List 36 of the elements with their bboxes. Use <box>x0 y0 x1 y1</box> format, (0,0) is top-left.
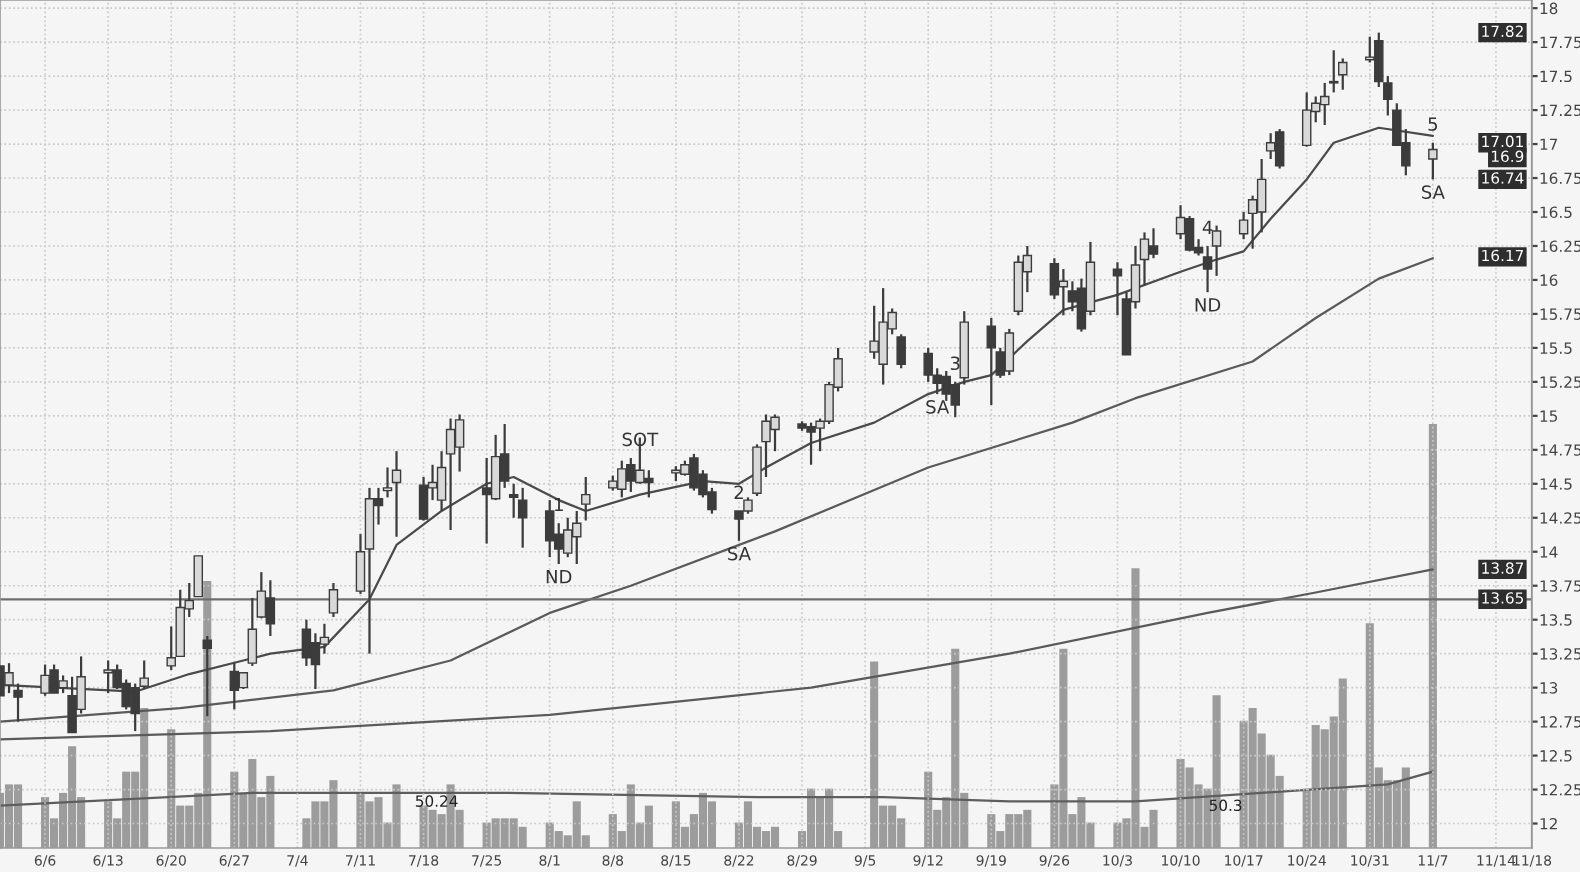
candlestick <box>1301 91 1312 148</box>
candlestick <box>445 417 456 532</box>
annotation: SA <box>926 399 950 414</box>
annotation: 1 <box>554 497 563 512</box>
line-series <box>0 568 1434 741</box>
candlestick <box>986 316 997 407</box>
candlestick <box>328 581 339 619</box>
annotation: SOT <box>622 432 659 447</box>
candlestick <box>517 486 528 549</box>
annotation: ND <box>1195 298 1221 312</box>
candlestick <box>1274 127 1285 170</box>
annotation: ND <box>546 570 572 584</box>
candlestick <box>544 498 555 559</box>
line-series <box>0 257 1434 723</box>
candlestick <box>247 596 258 668</box>
candlestick <box>1319 81 1330 127</box>
candlestick <box>265 579 276 638</box>
candlestick <box>229 662 240 711</box>
candlestick <box>1428 141 1438 181</box>
candlestick <box>896 333 906 370</box>
annotation: SA <box>1421 185 1445 199</box>
candlestick <box>193 554 204 598</box>
candlestick <box>1004 327 1015 377</box>
candlestick <box>1148 227 1159 260</box>
candlestick <box>581 475 591 522</box>
candlestick <box>481 456 492 545</box>
candlestick <box>1338 57 1348 91</box>
annotation: 4 <box>1202 220 1213 234</box>
candlestick <box>508 482 519 519</box>
candlestick <box>202 634 213 718</box>
candlestick <box>1265 132 1276 161</box>
annotation: 2 <box>734 485 743 499</box>
annotation: 3 <box>950 356 960 371</box>
annotation: SA <box>728 546 751 561</box>
candlestick <box>391 450 402 538</box>
annotation: 5 <box>1428 117 1438 131</box>
